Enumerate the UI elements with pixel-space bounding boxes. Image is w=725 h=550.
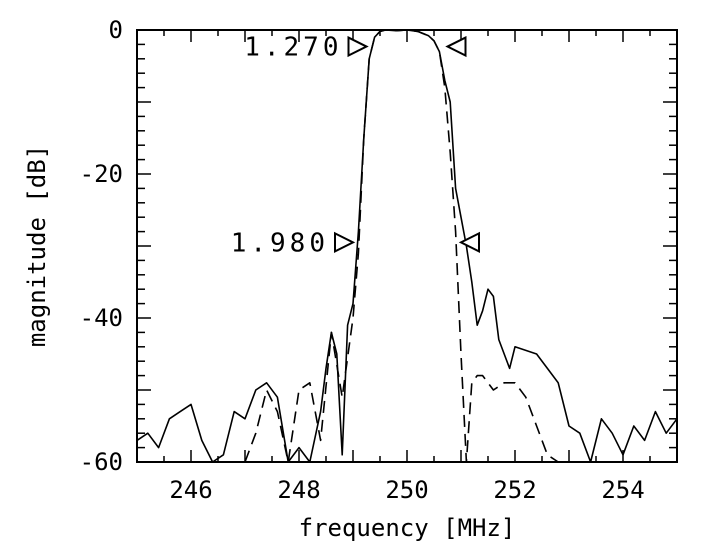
x-tick-label: 250 <box>385 476 428 504</box>
y-axis-ticks <box>137 29 677 463</box>
y-tick-label: -60 <box>80 448 123 476</box>
x-axis-tick-labels: 246 248 250 252 254 <box>169 476 644 504</box>
marker-triangle-right <box>334 231 356 254</box>
x-tick-label: 252 <box>493 476 536 504</box>
x-axis-ticks <box>136 30 678 462</box>
solid-series-line <box>136 29 678 463</box>
dashed-series-line <box>244 29 559 463</box>
x-tick-label: 246 <box>169 476 212 504</box>
x-tick-label: 248 <box>277 476 320 504</box>
y-tick-label: -20 <box>80 160 123 188</box>
marker-triangle-left <box>445 35 467 58</box>
bandwidth-label: 1.270 <box>244 33 342 63</box>
marker-triangle-right <box>347 35 369 58</box>
y-tick-label: -40 <box>80 304 123 332</box>
series-layer <box>136 29 678 463</box>
y-tick-label: 0 <box>109 16 123 44</box>
x-tick-label: 254 <box>601 476 644 504</box>
y-axis-label: magnitude [dB] <box>23 145 51 347</box>
marker-triangle-left <box>458 231 480 254</box>
bandwidth-label: 1.980 <box>231 228 329 258</box>
plot-frame <box>136 29 678 463</box>
bandwidth-annotations: 1.270 1.980 <box>231 33 480 258</box>
y-axis-tick-labels: 0 -20 -40 -60 <box>80 16 123 476</box>
x-axis-label: frequency [MHz] <box>299 514 516 542</box>
